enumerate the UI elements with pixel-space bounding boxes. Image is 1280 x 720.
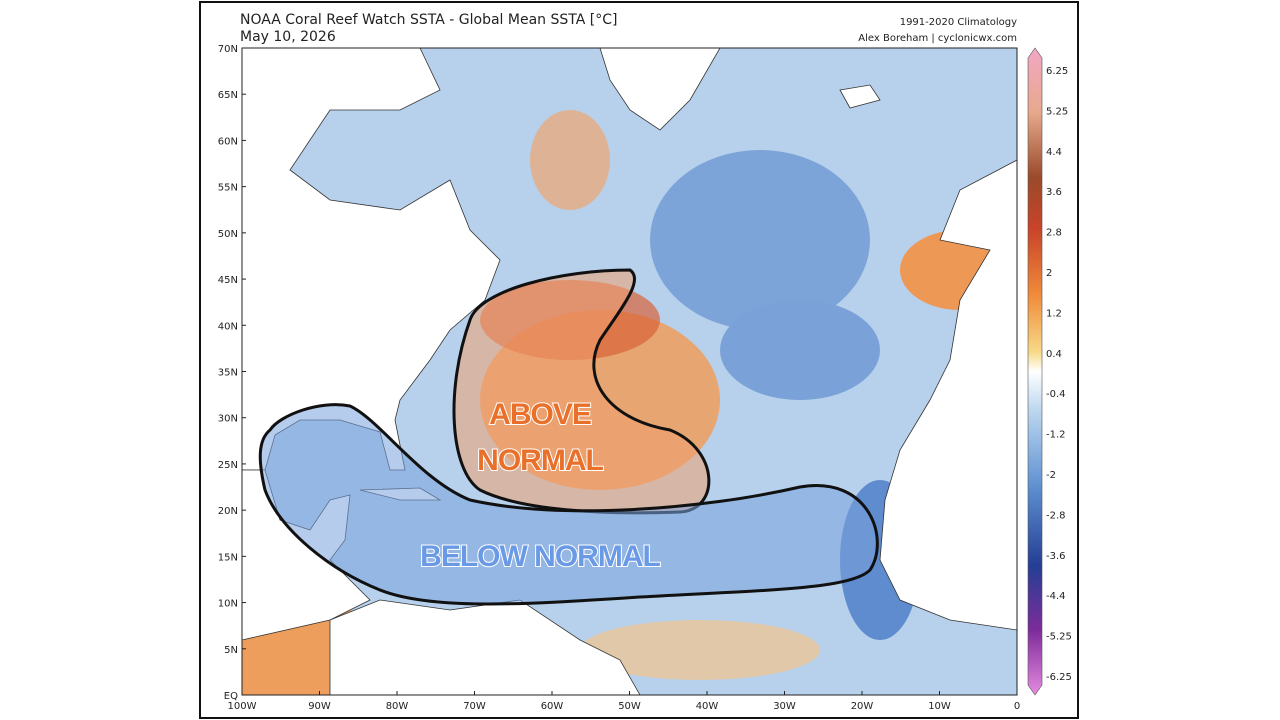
map (242, 48, 1017, 695)
above-label: ABOVE (489, 398, 591, 431)
colorbar-label: -0.4 (1046, 389, 1066, 400)
lat-label: EQ (224, 691, 238, 702)
lat-label: 70N (218, 44, 238, 55)
colorbar-label: -5.25 (1046, 632, 1072, 643)
lon-label: 40W (696, 701, 719, 712)
colorbar-label: 2 (1046, 268, 1052, 279)
above-normal-region (452, 268, 711, 515)
lat-label: 40N (218, 321, 238, 332)
below-normal-region (258, 403, 879, 606)
lon-label: 100W (228, 701, 257, 712)
lat-label: 50N (218, 229, 238, 240)
colorbar-label: 0.4 (1046, 349, 1062, 360)
lat-label: 25N (218, 460, 238, 471)
lon-label: 0 (1014, 701, 1020, 712)
colorbar (1027, 47, 1043, 696)
credit: Alex Boreham | cyclonicwx.com (858, 33, 1017, 44)
axis-labels: 70N65N60N55N50N45N40N35N30N25N20N15N10N5… (218, 44, 1072, 712)
lat-label: 15N (218, 552, 238, 563)
lat-label: 35N (218, 368, 238, 379)
lat-label: 5N (224, 645, 238, 656)
lon-label: 90W (308, 701, 331, 712)
above-label: NORMAL (477, 444, 603, 477)
colorbar-label: -3.6 (1046, 551, 1066, 562)
lat-label: 10N (218, 599, 238, 610)
cool-patch (720, 300, 880, 400)
colorbar-label: 4.4 (1046, 147, 1062, 158)
colorbar-label: 5.25 (1046, 106, 1068, 117)
colorbar-label: -4.4 (1046, 591, 1066, 602)
land (242, 48, 1017, 695)
lon-label: 20W (851, 701, 874, 712)
cool-patch (650, 150, 870, 330)
colorbar-label: 1.2 (1046, 308, 1062, 319)
lon-label: 80W (386, 701, 409, 712)
lon-label: 10W (928, 701, 951, 712)
title: NOAA Coral Reef Watch SSTA - Global Mean… (240, 12, 617, 28)
climatology: 1991-2020 Climatology (900, 17, 1017, 28)
below-label: BELOW NORMAL (420, 540, 660, 573)
lon-label: 60W (541, 701, 564, 712)
lon-label: 70W (463, 701, 486, 712)
lat-label: 60N (218, 136, 238, 147)
colorbar-label: 2.8 (1046, 228, 1062, 239)
colorbar-label: -6.25 (1046, 672, 1072, 683)
lat-label: 65N (218, 90, 238, 101)
lon-label: 30W (773, 701, 796, 712)
colorbar-label: 3.6 (1046, 187, 1062, 198)
lat-label: 45N (218, 275, 238, 286)
warm-patch (580, 620, 820, 680)
lat-label: 20N (218, 506, 238, 517)
warm-patch (530, 110, 610, 210)
colorbar-label: 6.25 (1046, 66, 1068, 77)
lat-label: 55N (218, 183, 238, 194)
date: May 10, 2026 (240, 29, 336, 45)
colorbar-label: -1.2 (1046, 430, 1066, 441)
colorbar-label: -2 (1046, 470, 1056, 481)
lat-label: 30N (218, 414, 238, 425)
colorbar-label: -2.8 (1046, 510, 1066, 521)
lon-label: 50W (618, 701, 641, 712)
